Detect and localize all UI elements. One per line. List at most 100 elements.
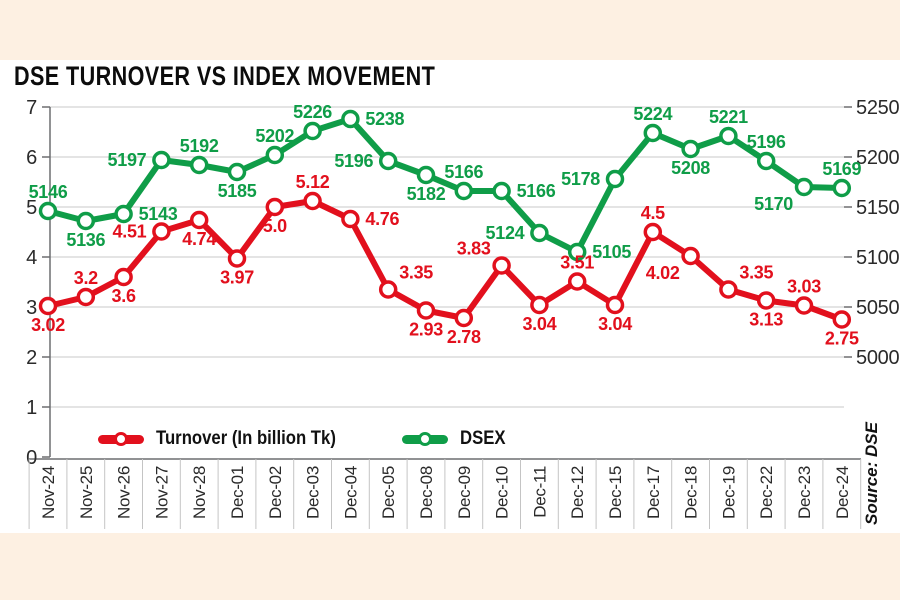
left-axis-label-6: 6: [26, 147, 37, 169]
dsex-point-Dec-22: [756, 151, 776, 171]
dsex-value-label-Nov-27: 5197: [108, 150, 147, 170]
left-axis-label-5: 5: [26, 197, 37, 219]
turnover-value-label-Dec-10: 3.83: [457, 239, 491, 259]
dsex-point-Dec-09: [454, 181, 474, 201]
turnover-point-Dec-19: [719, 280, 738, 299]
turnover-point-Dec-12: [567, 272, 587, 291]
turnover-value-label-Dec-11: 3.04: [522, 314, 556, 334]
x-axis-label-Dec-19: Dec-19: [719, 466, 738, 519]
x-axis-label-Dec-23: Dec-23: [795, 466, 814, 519]
turnover-point-Dec-22: [756, 291, 776, 310]
turnover-point-Dec-09: [454, 308, 474, 328]
turnover-point-Nov-28: [189, 210, 209, 230]
dsex-point-Nov-25: [76, 211, 96, 231]
dsex-point-Dec-17: [643, 123, 663, 143]
dsex-value-label-Dec-10: 5166: [517, 181, 556, 201]
dsex-point-Dec-08: [416, 165, 436, 185]
x-axis-label-Dec-03: Dec-03: [304, 466, 323, 519]
chart-title: DSE TURNOVER VS INDEX MOVEMENT: [14, 61, 436, 91]
x-axis-label-Dec-04: Dec-04: [341, 466, 360, 519]
dsex-value-label-Dec-23: 5170: [754, 194, 793, 214]
turnover-value-label-Nov-28: 4.74: [182, 229, 216, 249]
turnover-value-label-Dec-17: 4.5: [641, 203, 665, 223]
turnover-point-Nov-27: [152, 222, 171, 241]
dsex-point-Dec-04: [341, 109, 360, 129]
dsex-point-Nov-26: [114, 204, 133, 224]
dsex-point-Dec-19: [719, 126, 738, 146]
dsex-value-label-Dec-11: 5124: [486, 223, 525, 243]
chart-legend: Turnover (In billion Tk) DSEX: [98, 428, 512, 450]
x-axis-label-Dec-11: Dec-11: [530, 466, 549, 518]
dsex-value-label-Dec-02: 5202: [255, 126, 294, 146]
dsex-legend-label: DSEX: [460, 428, 506, 449]
right-axis-label-5050: 5050: [856, 297, 899, 319]
dsex-point-Dec-23: [794, 177, 814, 197]
dsex-point-Nov-24: [38, 201, 58, 221]
dsex-value-label-Nov-24: 5146: [29, 182, 68, 202]
turnover-point-Nov-25: [76, 287, 96, 307]
dsex-value-label-Dec-08: 5182: [407, 184, 446, 204]
x-axis-label-Nov-27: Nov-27: [152, 466, 171, 519]
x-axis-label-Dec-02: Dec-02: [266, 466, 285, 519]
x-axis-label-Nov-25: Nov-25: [77, 466, 96, 519]
right-axis-label-5000: 5000: [856, 347, 899, 369]
left-axis-label-7: 7: [26, 97, 37, 119]
dsex-value-label-Dec-03: 5226: [293, 102, 332, 122]
dsex-point-Dec-01: [227, 162, 247, 182]
dsex-point-Dec-24: [832, 178, 852, 198]
dsex-point-Dec-18: [681, 139, 700, 159]
turnover-value-label-Dec-15: 3.04: [598, 314, 632, 334]
turnover-point-Dec-10: [492, 256, 511, 275]
dsex-value-label-Nov-25: 5136: [66, 230, 105, 250]
turnover-point-Nov-24: [38, 296, 58, 316]
x-axis-label-Nov-26: Nov-26: [115, 466, 134, 519]
turnover-line-marker-icon: [98, 432, 144, 446]
x-axis-label-Dec-12: Dec-12: [568, 466, 587, 519]
x-axis-label-Dec-18: Dec-18: [682, 466, 701, 519]
right-axis-label-5150: 5150: [856, 197, 899, 219]
dsex-point-Dec-11: [530, 223, 549, 243]
turnover-value-label-Dec-22: 3.13: [749, 310, 783, 330]
dsex-value-label-Nov-28: 5192: [180, 136, 219, 156]
turnover-point-Dec-05: [378, 280, 398, 299]
turnover-value-label-Dec-12: 3.51: [560, 253, 594, 273]
turnover-value-label-Dec-09: 2.78: [447, 327, 481, 347]
source-credit: Source: DSE: [862, 422, 881, 525]
turnover-point-Dec-08: [416, 301, 436, 320]
turnover-value-label-Dec-08: 2.93: [409, 320, 443, 340]
dsex-value-label-Dec-19: 5221: [709, 107, 748, 127]
turnover-value-label-Dec-01: 3.97: [220, 268, 254, 288]
turnover-point-icon: [114, 432, 128, 446]
turnover-value-label-Dec-05: 3.35: [399, 263, 433, 283]
dsex-value-label-Dec-09: 5166: [444, 162, 483, 182]
x-axis-label-Dec-10: Dec-10: [493, 466, 512, 519]
dsex-value-label-Dec-15: 5178: [561, 169, 600, 189]
dsex-value-label-Nov-26: 5143: [139, 204, 178, 224]
turnover-value-label-Dec-24: 2.75: [825, 329, 859, 349]
x-axis-label-Nov-28: Nov-28: [190, 466, 209, 519]
turnover-point-Dec-03: [303, 191, 322, 211]
left-axis-label-3: 3: [26, 297, 37, 319]
dsex-point-Dec-15: [605, 169, 625, 189]
turnover-point-Dec-01: [227, 249, 247, 268]
dsex-value-label-Dec-05: 5196: [334, 151, 373, 171]
turnover-value-label-Nov-27: 4.51: [113, 222, 147, 242]
turnover-value-label-Dec-23: 3.03: [787, 277, 821, 297]
legend-item-dsex: DSEX: [402, 428, 512, 450]
left-axis-label-1: 1: [26, 397, 37, 419]
dsex-value-label-Dec-01: 5185: [218, 181, 257, 201]
x-axis-label-Dec-22: Dec-22: [757, 466, 776, 519]
turnover-point-Dec-04: [341, 209, 360, 229]
turnover-value-label-Nov-25: 3.2: [74, 268, 98, 288]
dsex-point-Nov-27: [152, 150, 171, 170]
turnover-point-Dec-17: [643, 222, 663, 242]
right-axis-label-5200: 5200: [856, 147, 899, 169]
x-axis-label-Dec-24: Dec-24: [833, 466, 852, 519]
turnover-line: [45, 198, 845, 323]
turnover-value-label-Dec-03: 5.12: [296, 172, 330, 192]
turnover-point-Dec-23: [794, 296, 814, 315]
dsex-point-Nov-28: [189, 155, 209, 175]
dsex-point-icon: [418, 432, 433, 446]
